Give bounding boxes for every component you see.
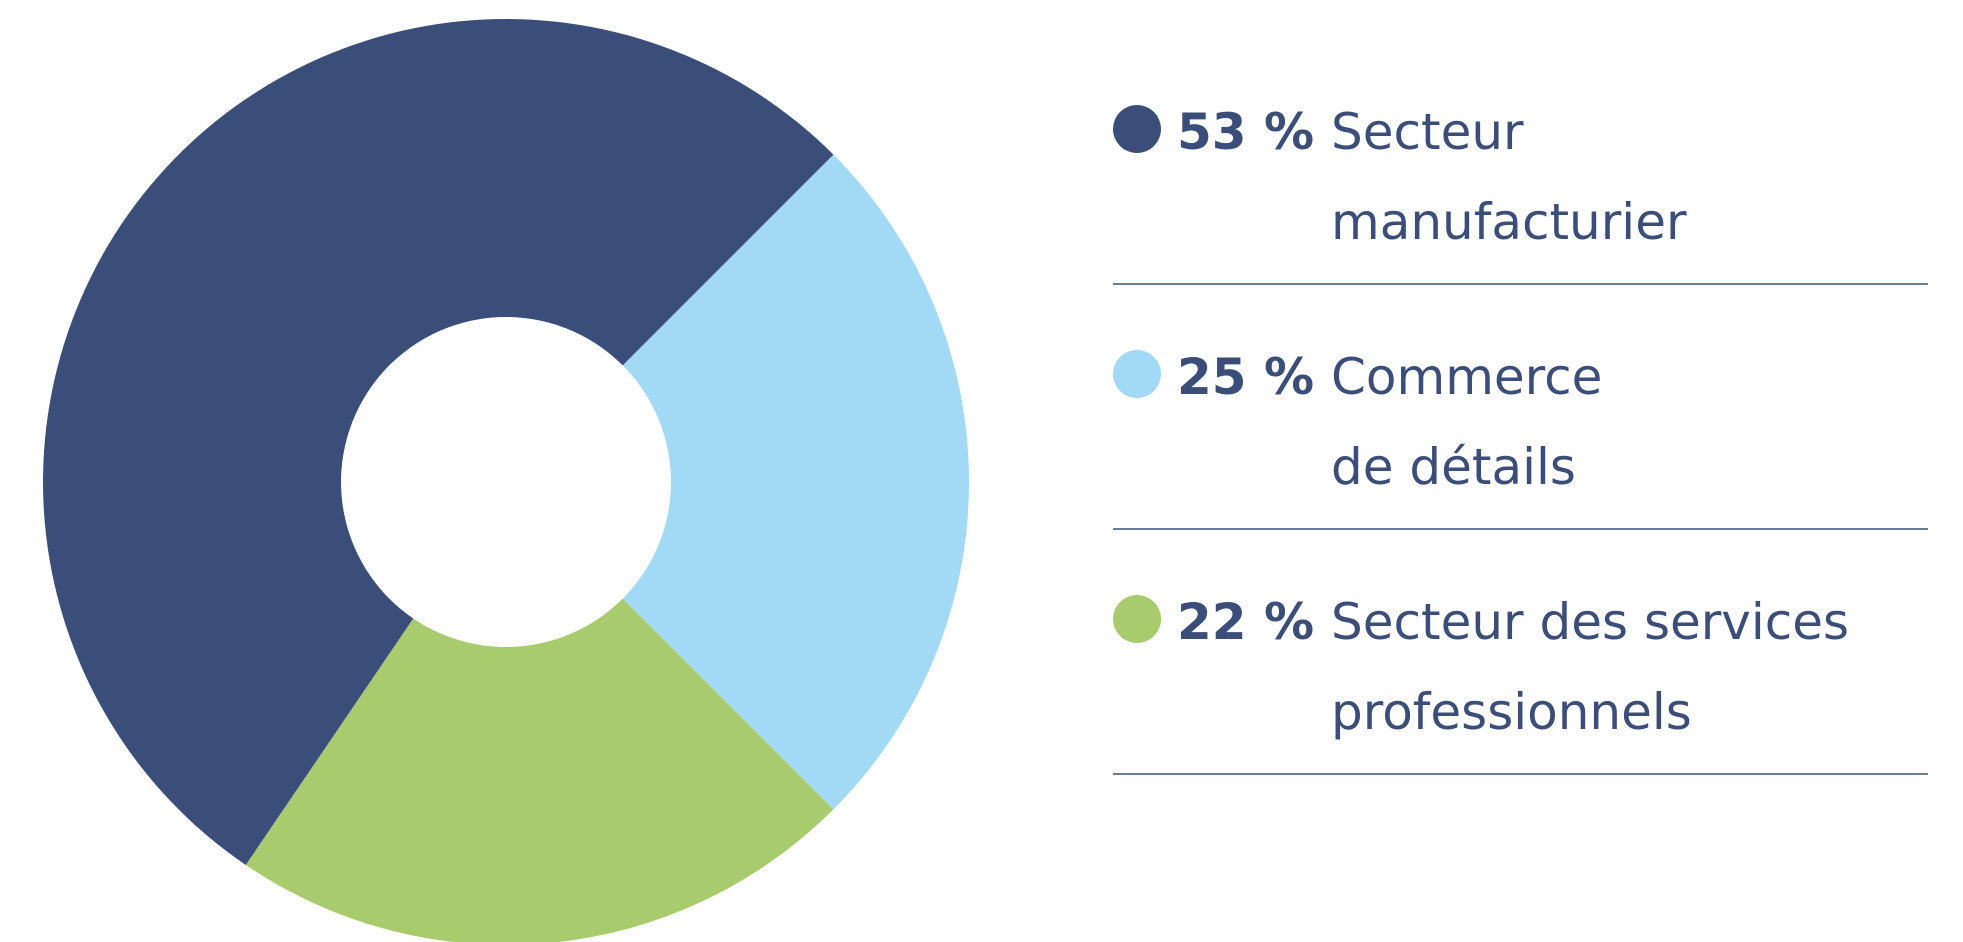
legend-value: 53 % <box>1177 103 1314 161</box>
legend-dot <box>1113 105 1161 153</box>
legend-label: manufacturier <box>1331 193 1687 251</box>
legend-value: 22 % <box>1177 593 1314 651</box>
legend-label: professionnels <box>1331 683 1692 741</box>
donut-segment <box>622 154 969 810</box>
legend-dot <box>1113 350 1161 398</box>
legend-value: 25 % <box>1177 348 1314 406</box>
donut-segment <box>245 598 834 942</box>
legend-label: Commerce <box>1331 348 1602 406</box>
donut-segment <box>42 18 834 865</box>
legend-label: Secteur des services <box>1331 593 1849 651</box>
legend-label: Secteur <box>1331 103 1524 161</box>
legend-label: de détails <box>1331 438 1576 496</box>
legend-dot <box>1113 595 1161 643</box>
